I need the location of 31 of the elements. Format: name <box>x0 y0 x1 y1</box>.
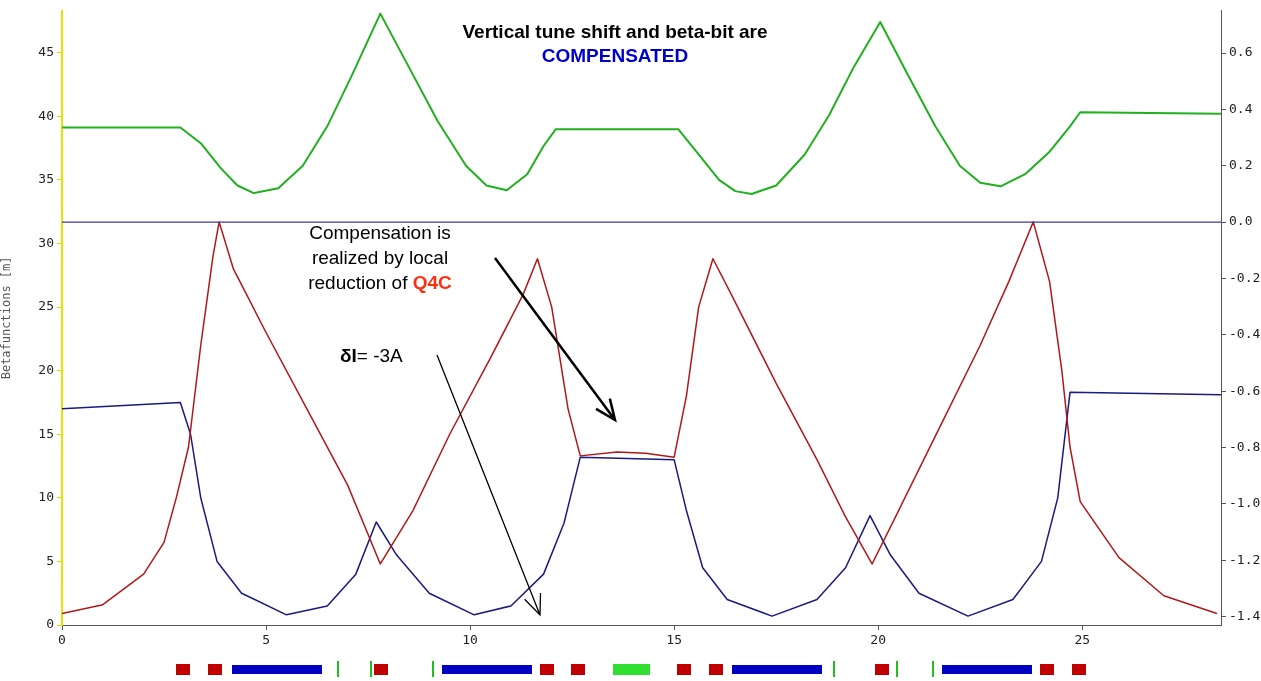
y2-tick-label: 0.6 <box>1229 44 1253 60</box>
y2-tick-label: -1.0 <box>1229 495 1261 511</box>
x-tick-label: 25 <box>1074 632 1091 648</box>
y2-tick-label: 0.2 <box>1229 157 1253 173</box>
y2-tick-label: -0.6 <box>1229 382 1261 398</box>
y2-tick-label: -0.8 <box>1229 438 1261 454</box>
y2-tick-label: 0.0 <box>1229 213 1253 229</box>
text: Vertical tune shift and beta-bit are COMPENSATED <box>462 21 768 66</box>
y-tick-label: 35 <box>38 171 54 187</box>
y-tick-label: 25 <box>38 298 54 314</box>
y2-tick-label: -1.4 <box>1229 607 1261 623</box>
y2-tick-label: -0.4 <box>1229 326 1261 342</box>
x-tick-label: 0 <box>58 632 66 648</box>
y2-tick-label: 0.4 <box>1229 100 1253 116</box>
y-axis-title: Betafunctions [m] <box>0 256 14 380</box>
y-tick-label: 20 <box>38 362 54 378</box>
x-tick-label: 15 <box>666 632 682 648</box>
y-tick-label: 45 <box>38 44 54 60</box>
annotation: δI= -3A <box>340 345 403 367</box>
y-tick-label: 10 <box>38 489 54 505</box>
y-tick-label: 30 <box>38 234 54 250</box>
y2-tick-label: -0.2 <box>1229 269 1261 285</box>
y-tick-label: 0 <box>46 616 54 632</box>
annotation: Compensation is realized by local reduction of Q4C <box>307 221 453 295</box>
x-tick-label: 20 <box>870 632 887 648</box>
x-tick-label: 5 <box>262 632 270 648</box>
y-tick-label: 40 <box>38 107 54 123</box>
y-tick-label: 5 <box>46 552 54 568</box>
y2-tick-label: -1.2 <box>1229 551 1261 567</box>
x-tick-label: 10 <box>462 632 478 648</box>
y-tick-label: 15 <box>38 425 54 441</box>
